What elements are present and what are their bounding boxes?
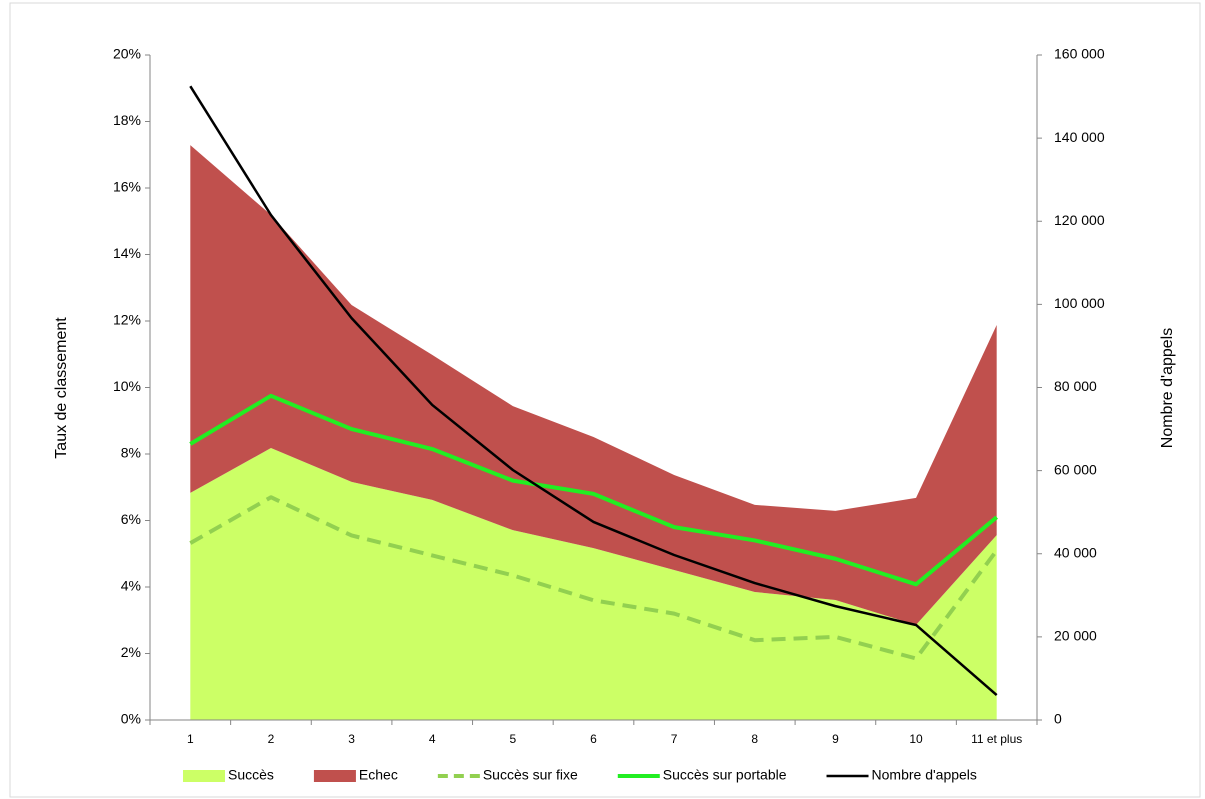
y2-axis-label: Nombre d'appels	[1159, 328, 1176, 448]
legend-label: Succès	[228, 767, 274, 783]
y-tick-label: 16%	[113, 179, 141, 195]
y-tick-label: 18%	[113, 112, 141, 128]
y2-tick-label: 140 000	[1054, 129, 1105, 145]
x-tick-label: 2	[268, 732, 275, 746]
y2-tick-label: 160 000	[1054, 46, 1105, 62]
x-tick-label: 7	[671, 732, 678, 746]
legend-swatch	[313, 770, 356, 782]
x-tick-label: 3	[348, 732, 355, 746]
y-axis-label: Taux de classement	[53, 317, 70, 459]
line	[189, 85, 998, 697]
x-tick-label: 1	[187, 732, 194, 746]
y2-tick-label: 0	[1054, 711, 1062, 727]
area	[190, 145, 997, 625]
x-tick-label: 8	[751, 732, 758, 746]
y-tick-label: 14%	[113, 245, 141, 261]
legend-label: Succès sur fixe	[483, 767, 578, 783]
legend-label: Nombre d'appels	[872, 767, 977, 783]
y-tick-label: 10%	[113, 378, 141, 394]
legend-label: Succès sur portable	[663, 767, 787, 783]
y2-tick-label: 120 000	[1054, 212, 1105, 228]
y-tick-label: 8%	[121, 445, 141, 461]
legend-swatch	[183, 770, 225, 782]
y-tick-label: 20%	[113, 46, 141, 62]
y2-tick-label: 20 000	[1054, 628, 1097, 644]
line	[189, 495, 999, 661]
y-tick-label: 4%	[121, 578, 141, 594]
x-tick-label: 5	[510, 732, 517, 746]
y2-tick-label: 40 000	[1054, 544, 1097, 560]
line	[189, 393, 998, 587]
y-tick-label: 2%	[121, 644, 141, 660]
y-tick-label: 12%	[113, 312, 141, 328]
x-tick-label: 4	[429, 732, 436, 746]
legend-label: Echec	[359, 767, 398, 783]
x-tick-label: 11 et plus	[971, 732, 1022, 746]
y2-tick-label: 60 000	[1054, 461, 1097, 477]
x-tick-label: 6	[590, 732, 597, 746]
y2-tick-label: 80 000	[1054, 378, 1097, 394]
area	[190, 448, 997, 720]
y-tick-label: 6%	[121, 511, 141, 527]
x-tick-label: 10	[909, 732, 923, 746]
y2-tick-label: 100 000	[1054, 295, 1105, 311]
y-tick-label: 0%	[121, 711, 141, 727]
x-tick-label: 9	[832, 732, 839, 746]
